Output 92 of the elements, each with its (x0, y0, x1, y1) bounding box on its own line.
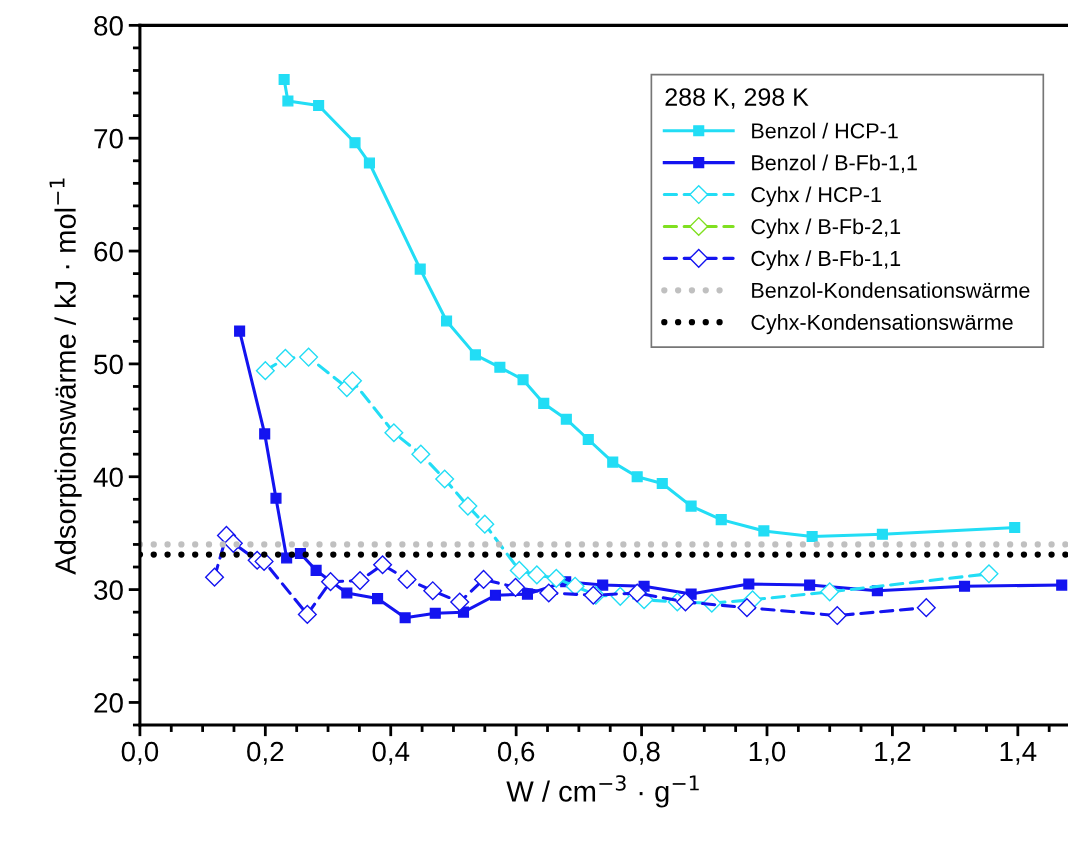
point (597, 579, 609, 591)
point (685, 500, 697, 512)
point (607, 456, 619, 468)
point (270, 492, 282, 504)
point (565, 576, 585, 596)
point (310, 564, 322, 576)
point (349, 137, 361, 149)
point (278, 73, 290, 86)
x-tick-label: 0,4 (372, 741, 410, 765)
point (743, 578, 755, 590)
x-tick-label: 1,0 (749, 741, 786, 765)
y-tick-label: 50 (94, 354, 123, 375)
y-tick-label: 30 (94, 580, 123, 600)
y-tick-label: 70 (94, 128, 123, 149)
point (474, 569, 494, 589)
x-tick-label: 0,2 (247, 741, 284, 765)
point (539, 583, 559, 603)
point (737, 598, 757, 618)
legend-label: Cyhx / B-Fb-2,1 (751, 218, 901, 239)
point (440, 315, 453, 327)
point (399, 612, 411, 624)
point (820, 582, 840, 602)
point (804, 579, 816, 591)
legend-label: Cyhx / HCP-1 (751, 186, 881, 207)
legend-title: 288 K, 298 K (665, 88, 809, 109)
point (350, 571, 370, 591)
point (827, 606, 847, 626)
legend-label: Cyhx-Kondensationswärme (751, 314, 1013, 335)
point (429, 607, 441, 619)
point (423, 581, 443, 601)
point (806, 530, 818, 543)
x-tick-label: 0,6 (497, 741, 535, 765)
point (876, 528, 888, 540)
legend-label: Cyhx / B-Fb-1,1 (751, 250, 901, 271)
point (979, 564, 999, 584)
y-tick-label: 40 (93, 467, 123, 488)
point (414, 263, 426, 275)
point (255, 361, 275, 381)
point (275, 348, 295, 368)
y-tick-label: 20 (94, 693, 123, 713)
point (373, 555, 393, 575)
point (234, 325, 246, 337)
point (582, 433, 594, 446)
point (958, 580, 971, 592)
point (527, 565, 547, 585)
point (1056, 579, 1068, 591)
point (475, 514, 495, 534)
point (506, 577, 526, 597)
legend-label: Benzol-Kondensationswärme (752, 282, 1030, 299)
point (397, 569, 417, 589)
x-tick-label: 0,8 (623, 741, 660, 765)
x-tick-label: 0,0 (121, 741, 159, 765)
point (509, 560, 529, 580)
point (313, 99, 325, 112)
point (282, 95, 294, 107)
point (363, 157, 375, 169)
point (372, 593, 384, 605)
point (758, 525, 770, 537)
point (560, 413, 572, 425)
point (297, 604, 317, 624)
y-tick-label: 60 (94, 241, 123, 262)
point (656, 477, 668, 490)
legend-label: Benzol / HCP-1 (752, 122, 898, 139)
point (546, 568, 566, 588)
point (342, 371, 363, 391)
point (627, 583, 647, 603)
point (341, 587, 353, 599)
point (204, 567, 225, 587)
point (450, 592, 470, 612)
point (259, 428, 271, 440)
point (489, 589, 502, 601)
point (675, 592, 696, 612)
point (916, 598, 936, 618)
x-axis-title: W / cm$^{−3}$ · g$^{−1}$ (506, 775, 699, 808)
y-tick-label: 80 (94, 16, 123, 36)
point (517, 374, 529, 386)
point (631, 471, 643, 483)
x-tick-label: 1,4 (1000, 742, 1037, 765)
point (384, 423, 404, 443)
point (458, 496, 478, 516)
point (538, 397, 550, 409)
point (494, 361, 506, 373)
y-axis-title: Adsorptionswärme / kJ · mol$^{−1}$ (49, 178, 82, 575)
point (321, 572, 341, 592)
point (715, 514, 727, 526)
point (469, 349, 481, 361)
point (299, 347, 319, 367)
point (411, 444, 431, 464)
point (1009, 521, 1021, 534)
x-tick-label: 1,2 (875, 741, 911, 765)
legend-label: Benzol / B-Fb-1,1 (752, 154, 917, 173)
point (435, 469, 455, 489)
